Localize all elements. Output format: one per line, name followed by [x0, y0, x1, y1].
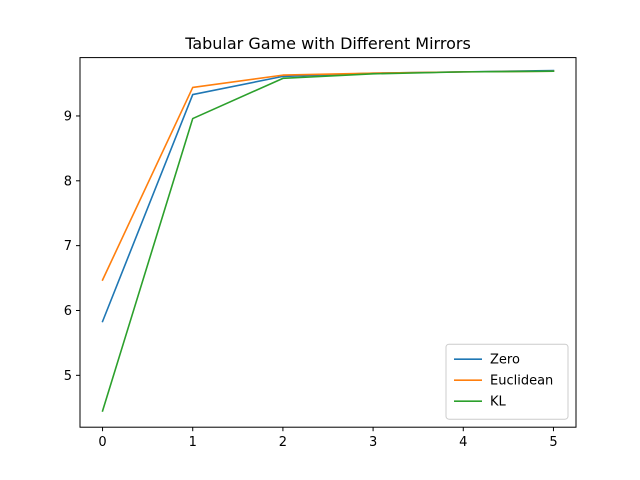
y-tick-label: 7 — [64, 239, 72, 254]
legend-label: Zero — [490, 353, 520, 368]
legend: Zero Euclidean KL — [445, 343, 569, 420]
y-tick-label: 6 — [64, 304, 72, 319]
x-tick-label: 4 — [459, 435, 467, 450]
y-tick-label: 5 — [64, 369, 72, 384]
y-tick-label: 8 — [64, 174, 72, 189]
x-tick-label: 2 — [279, 435, 287, 450]
x-tick-label: 5 — [549, 435, 557, 450]
x-tick-label: 1 — [189, 435, 197, 450]
legend-label: Euclidean — [490, 374, 553, 389]
x-tick-label: 3 — [369, 435, 377, 450]
x-tick-label: 0 — [98, 435, 106, 450]
series-line-kl — [101, 70, 555, 412]
plot-frame — [79, 57, 577, 428]
series-line-euclidean — [101, 70, 555, 282]
x-axis: 0 1 2 3 4 5 — [98, 427, 558, 450]
chart-title: Tabular Game with Different Mirrors — [184, 34, 471, 53]
y-axis: 5 6 7 8 9 — [64, 109, 80, 384]
series-lines — [101, 69, 555, 412]
series-line-zero — [101, 69, 555, 323]
legend-label: KL — [490, 395, 507, 410]
y-tick-label: 9 — [64, 109, 72, 124]
